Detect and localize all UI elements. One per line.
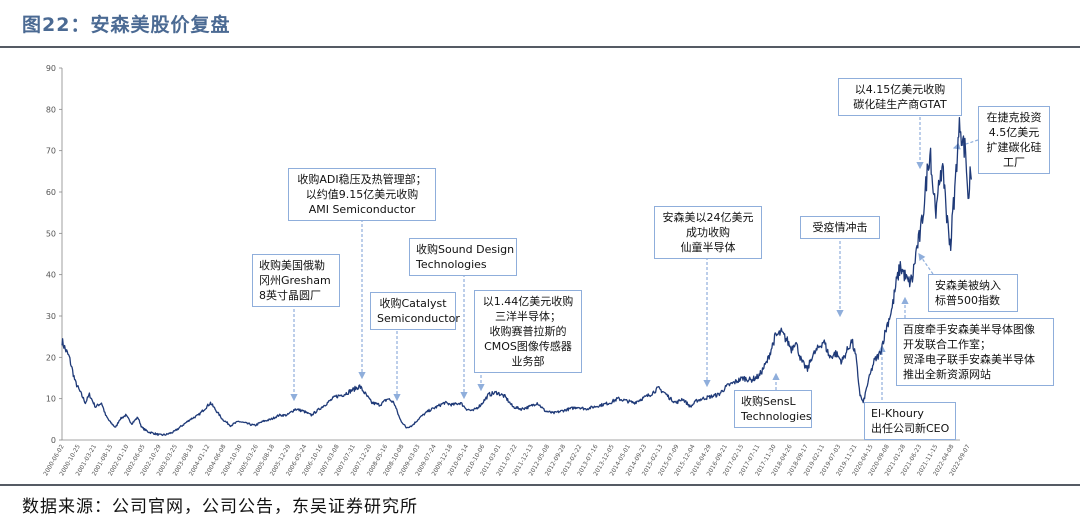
annotation-line: Technologies (741, 410, 812, 423)
annotation-line: El-Khoury (871, 407, 924, 420)
y-tick-label: 20 (46, 353, 56, 362)
y-axis-ticks: 0 10 20 30 40 50 60 70 80 90 (46, 64, 62, 445)
annotation-line: 收购美国俄勒 (259, 259, 325, 272)
annotation-line: 仙童半导体 (680, 241, 736, 254)
annotation-line: 受疫情冲击 (812, 221, 868, 234)
annotation-line: 8英寸晶圆厂 (259, 289, 321, 302)
annotation-fairchild: 安森美以24亿美元 成功收购 仙童半导体 (654, 206, 762, 259)
annotation-line: 以4.15亿美元收购 (854, 83, 946, 96)
price-series-line (61, 116, 972, 437)
annotation-line: 三洋半导体； (495, 310, 561, 323)
annotation-sensl: 收购SensL Technologies (734, 390, 812, 428)
y-tick-label: 0 (51, 436, 56, 445)
annotation-line: 碳化硅生产商GTAT (853, 98, 947, 111)
annotation-sanyo-cypress: 以1.44亿美元收购 三洋半导体； 收购赛普拉斯的 CMOS图像传感器 业务部 (474, 290, 582, 373)
title-divider (0, 46, 1080, 48)
annotation-adi-ami: 收购ADI稳压及热管理部； 以约值9.15亿美元收购 AMI Semicondu… (288, 168, 436, 221)
annotation-line: 收购赛普拉斯的 (489, 325, 567, 338)
y-tick-label: 70 (46, 147, 56, 156)
annotation-sound-design: 收购Sound Design Technologies (409, 238, 517, 276)
y-tick-label: 50 (46, 229, 56, 238)
y-tick-label: 40 (46, 271, 56, 280)
annotation-line: 成功收购 (686, 226, 730, 239)
y-tick-label: 80 (46, 105, 56, 114)
annotation-line: 开发联合工作室； (903, 338, 991, 351)
source-note: 数据来源：公司官网，公司公告，东吴证券研究所 (22, 497, 418, 517)
x-axis-ticks: 2000-06-022000-10-252001-03-212001-08-15… (42, 443, 972, 477)
annotation-line: 业务部 (511, 355, 545, 368)
figure-title: 图22：安森美股价复盘 (22, 14, 231, 36)
annotation-gresham: 收购美国俄勒 冈州Gresham 8英寸晶圆厂 (252, 254, 340, 307)
annotation-covid: 受疫情冲击 (800, 216, 880, 239)
annotation-baidu-mouser: 百度牵手安森美半导体图像 开发联合工作室； 贸泽电子联手安森美半导体 推出全新资… (896, 318, 1054, 386)
annotation-line: 收购Sound Design (416, 243, 515, 256)
annotation-line: Semiconductor (377, 312, 460, 325)
annotation-line: 收购SensL (741, 395, 796, 408)
annotation-arrows (290, 112, 979, 402)
annotation-line: 在捷克投资 (986, 111, 1042, 124)
y-tick-label: 30 (46, 312, 56, 321)
annotation-line: 收购Catalyst (379, 297, 447, 310)
annotation-new-ceo: El-Khoury 出任公司新CEO (864, 402, 956, 440)
annotation-line: 安森美以24亿美元 (662, 211, 754, 224)
stock-price-chart: 0 10 20 30 40 50 60 70 80 90 2000-06-022000-10-25… (42, 64, 979, 477)
annotation-czech-sic: 在捷克投资 4.5亿美元 扩建碳化硅 工厂 (978, 106, 1050, 174)
annotation-line: 标普500指数 (935, 294, 1000, 307)
annotation-line: 工厂 (1003, 156, 1025, 169)
annotation-line: 推出全新资源网站 (903, 368, 991, 381)
annotation-line: 出任公司新CEO (871, 422, 950, 435)
annotation-line: CMOS图像传感器 (484, 340, 572, 353)
annotation-sp500: 安森美被纳入 标普500指数 (928, 274, 1018, 312)
annotation-catalyst: 收购Catalyst Semiconductor (370, 292, 460, 330)
annotation-line: 以约值9.15亿美元收购 (305, 188, 419, 201)
annotation-arrow (918, 253, 934, 275)
annotation-line: 冈州Gresham (259, 274, 331, 287)
y-tick-label: 10 (46, 395, 56, 404)
annotation-line: AMI Semiconductor (308, 203, 416, 216)
annotation-line: 贸泽电子联手安森美半导体 (903, 353, 1035, 366)
annotation-gtat: 以4.15亿美元收购 碳化硅生产商GTAT (838, 78, 962, 116)
annotation-line: 扩建碳化硅 (986, 141, 1042, 154)
y-tick-label: 90 (46, 64, 56, 73)
annotation-line: 以1.44亿美元收购 (482, 295, 574, 308)
annotation-line: Technologies (416, 258, 487, 271)
source-divider (0, 484, 1080, 486)
annotation-line: 安森美被纳入 (935, 279, 1001, 292)
y-tick-label: 60 (46, 188, 56, 197)
annotation-line: 收购ADI稳压及热管理部； (297, 173, 427, 186)
annotation-line: 4.5亿美元 (988, 126, 1040, 139)
annotation-line: 百度牵手安森美半导体图像 (903, 323, 1035, 336)
